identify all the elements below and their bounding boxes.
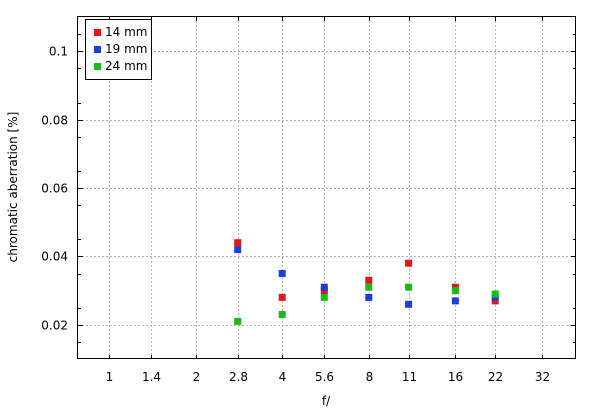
data-point-19-mm (405, 300, 413, 308)
x-tick-label: 1.4 (142, 370, 161, 384)
x-tick-label: 16 (448, 370, 463, 384)
data-point-24-mm (234, 317, 242, 325)
data-point-19-mm (365, 293, 373, 301)
legend-swatch (94, 29, 101, 36)
legend-label: 24 mm (105, 59, 147, 73)
legend-label: 19 mm (105, 42, 147, 56)
data-point-24-mm (365, 283, 373, 291)
data-point-24-mm (320, 293, 328, 301)
y-axis-title: chromatic aberration [%] (6, 112, 20, 263)
data-point-19-mm (451, 297, 459, 305)
data-point-14-mm (365, 276, 373, 284)
data-point-19-mm (234, 246, 242, 254)
x-tick-label: 32 (535, 370, 550, 384)
x-axis-title: f/ (322, 394, 331, 408)
x-tick-label: 22 (488, 370, 503, 384)
data-point-14-mm (405, 259, 413, 267)
legend-swatch (94, 46, 101, 53)
x-tick-label: 11 (402, 370, 417, 384)
data-point-24-mm (278, 311, 286, 318)
y-tick-label: 0.06 (41, 182, 68, 196)
legend-label: 14 mm (105, 25, 147, 39)
legend-swatch (94, 63, 101, 70)
data-points (234, 239, 499, 325)
x-tick-label: 2.8 (229, 370, 248, 384)
plot-frame (77, 16, 576, 359)
data-point-14-mm (234, 239, 242, 247)
legend: 14 mm 19 mm 24 mm (85, 19, 152, 80)
data-point-24-mm (451, 287, 459, 295)
x-axis-ticks: 1 1.4 2 2.8 4 5.6 8 11 16 22 32 (106, 17, 550, 384)
y-tick-label: 0.1 (49, 45, 68, 59)
data-point-24-mm (405, 283, 413, 291)
y-tick-label: 0.04 (41, 250, 68, 264)
x-tick-label: 8 (366, 370, 374, 384)
grid (78, 17, 576, 359)
y-tick-label: 0.08 (41, 114, 68, 128)
x-tick-label: 4 (279, 370, 287, 384)
data-point-19-mm (278, 270, 286, 277)
data-point-19-mm (320, 283, 328, 291)
x-tick-label: 5.6 (315, 370, 334, 384)
y-axis-ticks: 0.02 0.04 0.06 0.08 0.1 (41, 34, 576, 343)
x-tick-label: 1 (106, 370, 114, 384)
x-tick-label: 2 (193, 370, 201, 384)
data-point-14-mm (278, 293, 286, 301)
y-tick-label: 0.02 (41, 319, 68, 333)
data-point-24-mm (491, 290, 499, 298)
